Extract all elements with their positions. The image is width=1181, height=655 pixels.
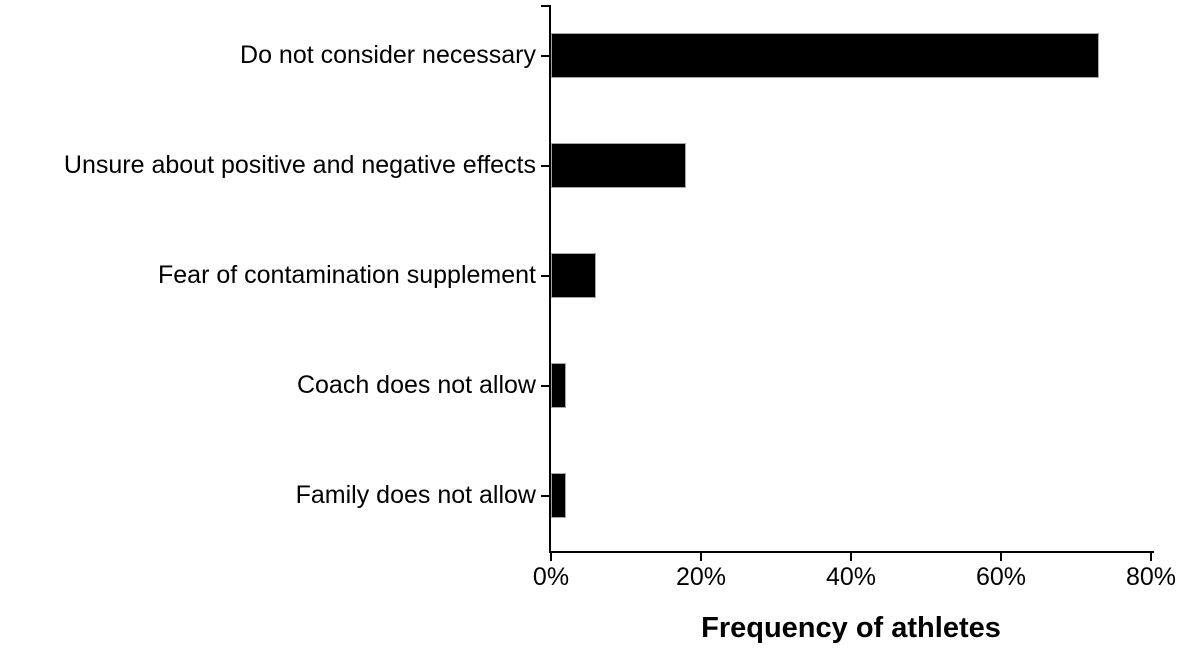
x-tick-label: 60% (975, 563, 1027, 591)
x-tick-label: 20% (675, 563, 727, 591)
bar (551, 473, 566, 518)
x-axis-tick (550, 553, 552, 561)
bar (551, 363, 566, 408)
x-axis-line (549, 551, 1154, 553)
x-axis-title: Frequency of athletes (701, 612, 1001, 644)
y-axis-tick (541, 165, 549, 167)
y-axis-tick (541, 495, 549, 497)
x-axis-tick (850, 553, 852, 561)
x-axis-tick (1150, 553, 1152, 561)
category-label: Do not consider necessary (240, 41, 536, 69)
y-axis-tick (541, 385, 549, 387)
bar (551, 253, 596, 298)
bar (551, 143, 686, 188)
x-axis-tick (700, 553, 702, 561)
y-axis-line (549, 5, 551, 553)
category-label: Fear of contamination supplement (158, 261, 536, 289)
x-tick-label: 80% (1125, 563, 1177, 591)
y-axis-top-tick (541, 5, 549, 7)
bar (551, 33, 1099, 78)
x-tick-label: 0% (532, 563, 570, 591)
x-tick-label: 40% (825, 563, 877, 591)
category-label: Coach does not allow (296, 371, 536, 399)
category-label: Family does not allow (295, 481, 536, 509)
category-label: Unsure about positive and negative effec… (63, 151, 536, 179)
y-axis-tick (541, 55, 549, 57)
y-axis-tick (541, 275, 549, 277)
x-axis-tick (1000, 553, 1002, 561)
